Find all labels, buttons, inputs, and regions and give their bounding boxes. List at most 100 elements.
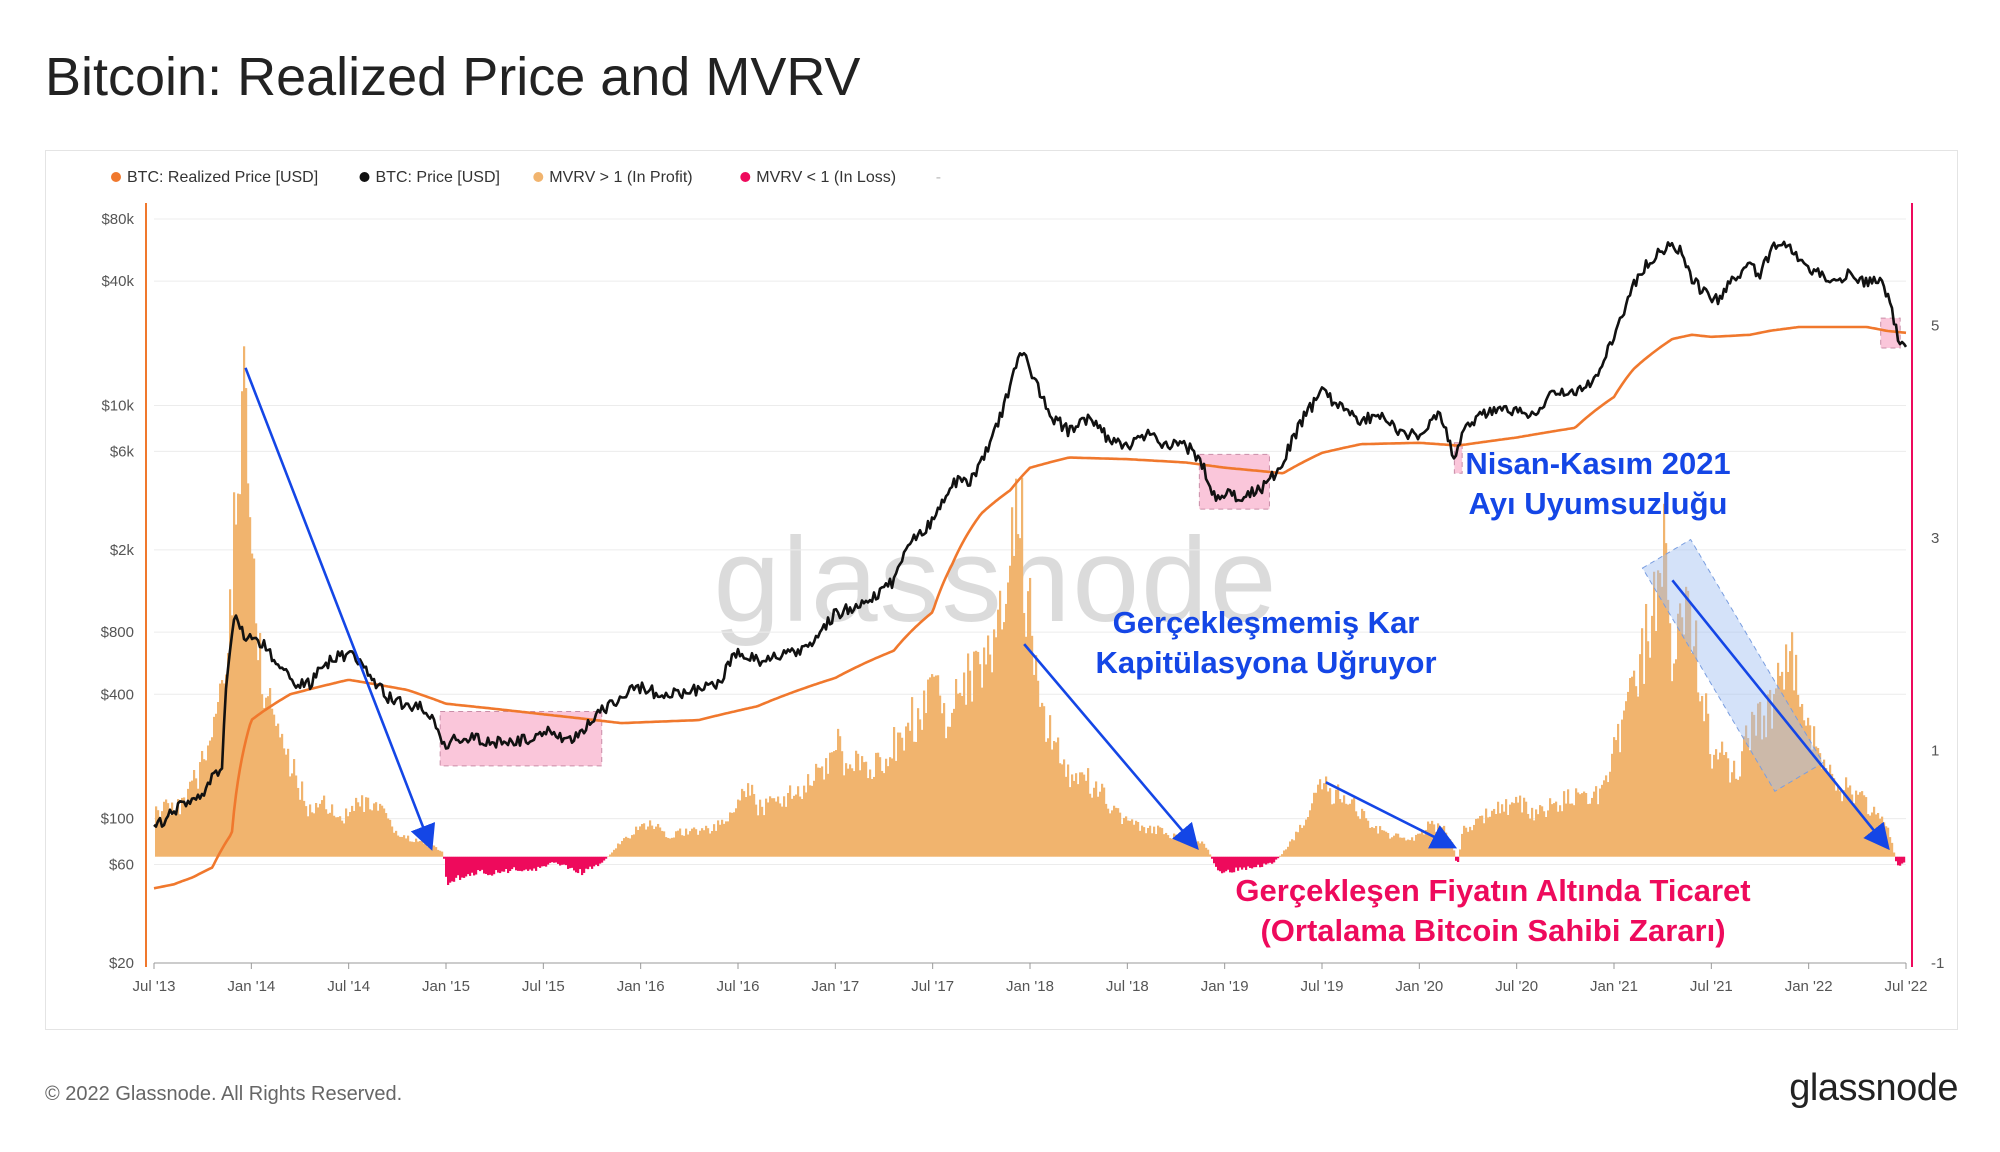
mvrv-profit-bar — [1491, 810, 1494, 857]
mvrv-profit-bar — [1705, 693, 1708, 857]
mvrv-profit-bar — [1027, 591, 1030, 857]
mvrv-profit-bar — [741, 788, 744, 857]
mvrv-profit-bar — [705, 825, 708, 857]
mvrv-profit-bar — [1831, 773, 1834, 857]
mvrv-profit-bar — [943, 703, 946, 857]
mvrv-profit-bar — [723, 823, 726, 857]
mvrv-profit-bar — [343, 823, 346, 857]
mvrv-profit-bar — [1205, 847, 1208, 857]
mvrv-profit-bar — [1011, 507, 1014, 857]
mvrv-profit-bar — [1417, 833, 1420, 857]
mvrv-loss-bar — [1275, 856, 1278, 860]
mvrv-profit-bar — [1635, 686, 1638, 857]
mvrv-area — [155, 346, 1906, 886]
mvrv-loss-bar — [1273, 856, 1276, 863]
mvrv-loss-bar — [555, 856, 558, 863]
mvrv-profit-bar — [743, 791, 746, 857]
mvrv-profit-bar — [405, 838, 408, 857]
mvrv-profit-bar — [1521, 812, 1524, 857]
mvrv-loss-bar — [1229, 856, 1232, 873]
mvrv-profit-bar — [1167, 835, 1170, 857]
mvrv-loss-bar — [529, 856, 532, 870]
mvrv-profit-bar — [415, 838, 418, 857]
mvrv-profit-bar — [271, 708, 274, 857]
mvrv-profit-bar — [1513, 803, 1516, 857]
mvrv-profit-bar — [327, 813, 330, 857]
mvrv-profit-bar — [1345, 803, 1348, 857]
mvrv-profit-bar — [973, 651, 976, 857]
mvrv-profit-bar — [1469, 826, 1472, 857]
mvrv-profit-bar — [611, 852, 614, 857]
mvrv-loss-bar — [497, 856, 500, 873]
mvrv-loss-bar — [475, 856, 478, 875]
mvrv-profit-bar — [717, 820, 720, 857]
mvrv-profit-bar — [651, 825, 654, 857]
mvrv-profit-bar — [1719, 752, 1722, 857]
mvrv-profit-bar — [1625, 701, 1628, 857]
mvrv-profit-bar — [1829, 764, 1832, 857]
mvrv-profit-bar — [441, 851, 444, 857]
mvrv-profit-bar — [1517, 802, 1520, 857]
mvrv-profit-bar — [715, 830, 718, 857]
mvrv-profit-bar — [885, 758, 888, 857]
mvrv-profit-bar — [1371, 827, 1374, 857]
mvrv-profit-bar — [1025, 636, 1028, 857]
mvrv-profit-bar — [1395, 833, 1398, 857]
y-right-tick-label: 1 — [1931, 742, 1939, 759]
mvrv-profit-bar — [345, 808, 348, 857]
mvrv-profit-bar — [1319, 779, 1322, 857]
mvrv-profit-bar — [1673, 663, 1676, 857]
mvrv-profit-bar — [1477, 818, 1480, 857]
mvrv-profit-bar — [1591, 797, 1594, 857]
mvrv-profit-bar — [1321, 789, 1324, 857]
mvrv-profit-bar — [1789, 651, 1792, 857]
mvrv-profit-bar — [1531, 807, 1534, 857]
mvrv-profit-bar — [1355, 811, 1358, 857]
mvrv-profit-bar — [1847, 787, 1850, 857]
mvrv-profit-bar — [331, 804, 334, 857]
copyright-text: © 2022 Glassnode. All Rights Reserved. — [45, 1083, 403, 1105]
mvrv-profit-bar — [355, 797, 358, 857]
mvrv-profit-bar — [1703, 721, 1706, 857]
mvrv-profit-bar — [1329, 788, 1332, 857]
mvrv-profit-bar — [625, 836, 628, 857]
mvrv-profit-bar — [1525, 801, 1528, 857]
mvrv-profit-bar — [1611, 753, 1614, 857]
mvrv-profit-bar — [1377, 833, 1380, 857]
mvrv-loss-bar — [1239, 856, 1242, 868]
mvrv-profit-bar — [233, 492, 236, 857]
mvrv-profit-bar — [791, 798, 794, 857]
mvrv-profit-bar — [1569, 803, 1572, 857]
mvrv-profit-bar — [703, 830, 706, 857]
mvrv-profit-bar — [1601, 784, 1604, 857]
mvrv-profit-bar — [1827, 774, 1830, 857]
mvrv-loss-bar — [1895, 856, 1898, 862]
mvrv-profit-bar — [941, 713, 944, 857]
mvrv-profit-bar — [431, 845, 434, 857]
mvrv-loss-bar — [481, 856, 484, 870]
mvrv-profit-bar — [739, 800, 742, 857]
mvrv-profit-bar — [1711, 768, 1714, 857]
mvrv-profit-bar — [975, 650, 978, 857]
mvrv-profit-bar — [267, 696, 270, 857]
mvrv-profit-bar — [745, 797, 748, 857]
mvrv-profit-bar — [357, 802, 360, 857]
mvrv-profit-bar — [339, 816, 342, 857]
mvrv-profit-bar — [247, 483, 250, 857]
mvrv-profit-bar — [379, 803, 382, 857]
mvrv-profit-bar — [413, 842, 416, 857]
x-tick-label: Jul '21 — [1690, 978, 1733, 995]
mvrv-profit-bar — [397, 835, 400, 857]
mvrv-loss-bar — [509, 856, 512, 871]
mvrv-profit-bar — [1281, 854, 1284, 857]
mvrv-profit-bar — [411, 841, 414, 857]
mvrv-profit-bar — [729, 812, 732, 857]
mvrv-loss-bar — [495, 856, 498, 871]
mvrv-profit-bar — [867, 778, 870, 857]
mvrv-profit-bar — [1061, 764, 1064, 857]
mvrv-profit-bar — [1801, 704, 1804, 857]
mvrv-profit-bar — [845, 763, 848, 857]
mvrv-profit-bar — [237, 493, 240, 857]
mvrv-profit-bar — [435, 847, 438, 857]
mvrv-profit-bar — [1413, 840, 1416, 857]
